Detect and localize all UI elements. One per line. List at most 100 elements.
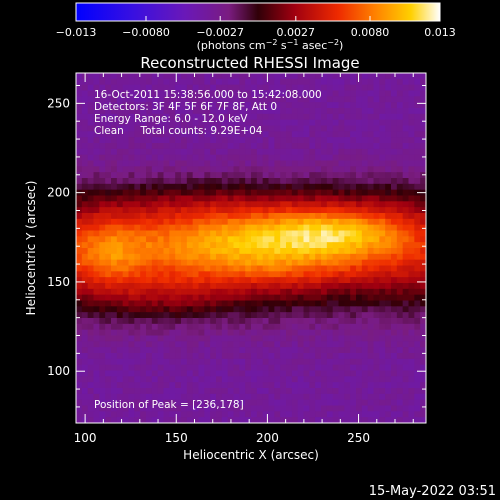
- heatmap-cell: [210, 411, 217, 418]
- heatmap-cell: [321, 283, 328, 290]
- heatmap-cell: [332, 113, 340, 121]
- heatmap-cell: [239, 417, 246, 423]
- heatmap-cell: [256, 388, 264, 395]
- heatmap-cell: [239, 230, 246, 237]
- heatmap-cell: [233, 312, 240, 319]
- heatmap-cell: [81, 399, 89, 407]
- heatmap-cell: [379, 417, 386, 423]
- heatmap-cell: [122, 417, 130, 423]
- heatmap-cell: [81, 102, 89, 109]
- heatmap-cell: [163, 90, 170, 97]
- heatmap-cell: [338, 160, 345, 167]
- heatmap-cell: [134, 189, 141, 197]
- heatmap-cell: [361, 300, 369, 307]
- heatmap-cell: [309, 405, 316, 412]
- heatmap-cell: [274, 341, 281, 348]
- heatmap-cell: [280, 393, 287, 401]
- heatmap-cell: [204, 393, 211, 401]
- heatmap-cell: [169, 417, 176, 423]
- heatmap-cell: [93, 294, 100, 302]
- heatmap-cell: [414, 137, 421, 144]
- heatmap-cell: [151, 411, 159, 418]
- heatmap-cell: [262, 224, 270, 232]
- heatmap-cell: [396, 417, 404, 423]
- heatmap-cell: [221, 259, 229, 267]
- heatmap-cell: [391, 137, 398, 144]
- heatmap-cell: [181, 113, 188, 121]
- heatmap-cell: [93, 242, 100, 249]
- heatmap-cell: [181, 335, 188, 342]
- heatmap-cell: [198, 201, 205, 208]
- heatmap-cell: [151, 148, 159, 156]
- heatmap-cell: [128, 393, 135, 401]
- heatmap-cell: [338, 230, 345, 237]
- heatmap-cell: [262, 253, 270, 261]
- heatmap-cell: [256, 137, 264, 144]
- heatmap-cell: [239, 201, 246, 208]
- heatmap-cell: [379, 131, 386, 138]
- heatmap-cell: [198, 376, 205, 383]
- heatmap-cell: [140, 131, 147, 138]
- heatmap-cell: [146, 347, 153, 354]
- heatmap-cell: [338, 218, 345, 226]
- heatmap-cell: [420, 318, 426, 325]
- heatmap-cell: [315, 96, 322, 103]
- heatmap-cell: [297, 411, 305, 418]
- heatmap-cell: [385, 323, 392, 331]
- heatmap-cell: [192, 411, 200, 418]
- heatmap-cell: [402, 131, 410, 138]
- heatmap-cell: [297, 207, 305, 214]
- heatmap-cell: [81, 358, 89, 366]
- heatmap-cell: [262, 288, 270, 296]
- heatmap-cell: [350, 370, 357, 377]
- heatmap-cell: [76, 335, 83, 342]
- heatmap-cell: [111, 323, 118, 331]
- heatmap-cell: [379, 73, 386, 80]
- heatmap-cell: [81, 172, 89, 179]
- heatmap-cell: [280, 73, 287, 80]
- heatmap-cell: [274, 154, 281, 162]
- chart-title: Reconstructed RHESSI Image: [140, 54, 359, 72]
- heatmap-cell: [414, 160, 421, 167]
- heatmap-cell: [111, 178, 118, 185]
- heatmap-cell: [321, 213, 328, 220]
- heatmap-cell: [356, 73, 363, 80]
- heatmap-cell: [402, 294, 410, 302]
- heatmap-cell: [396, 218, 404, 226]
- heatmap-cell: [146, 131, 153, 138]
- heatmap-cell: [122, 323, 130, 331]
- heatmap-cell: [332, 189, 340, 197]
- heatmap-cell: [181, 90, 188, 97]
- heatmap-cell: [204, 312, 211, 319]
- heatmap-cell: [286, 207, 293, 214]
- heatmap-cell: [99, 178, 106, 185]
- heatmap-cell: [175, 358, 182, 366]
- heatmap-cell: [245, 388, 252, 395]
- heatmap-cell: [402, 242, 410, 249]
- heatmap-cell: [367, 248, 375, 255]
- heatmap-cell: [245, 248, 252, 255]
- heatmap-cell: [256, 323, 264, 331]
- heatmap-cell: [151, 353, 159, 360]
- heatmap-cell: [198, 283, 205, 290]
- y-tick-label: 200: [47, 186, 70, 200]
- heatmap-cell: [146, 300, 153, 307]
- heatmap-cell: [128, 382, 135, 389]
- heatmap-cell: [350, 218, 357, 226]
- heatmap-cell: [391, 382, 398, 389]
- heatmap-cell: [338, 405, 345, 412]
- heatmap-cell: [315, 364, 322, 372]
- heatmap-cell: [233, 131, 240, 138]
- heatmap-cell: [210, 312, 217, 319]
- heatmap-cell: [402, 417, 410, 423]
- heatmap-cell: [286, 341, 293, 348]
- heatmap-cell: [280, 405, 287, 412]
- heatmap-cell: [373, 143, 380, 150]
- heatmap-cell: [134, 329, 141, 337]
- heatmap-cell: [321, 288, 328, 296]
- heatmap-cell: [128, 283, 135, 290]
- heatmap-cell: [163, 131, 170, 138]
- heatmap-cell: [216, 160, 223, 167]
- heatmap-cell: [134, 393, 141, 401]
- heatmap-cell: [291, 178, 299, 185]
